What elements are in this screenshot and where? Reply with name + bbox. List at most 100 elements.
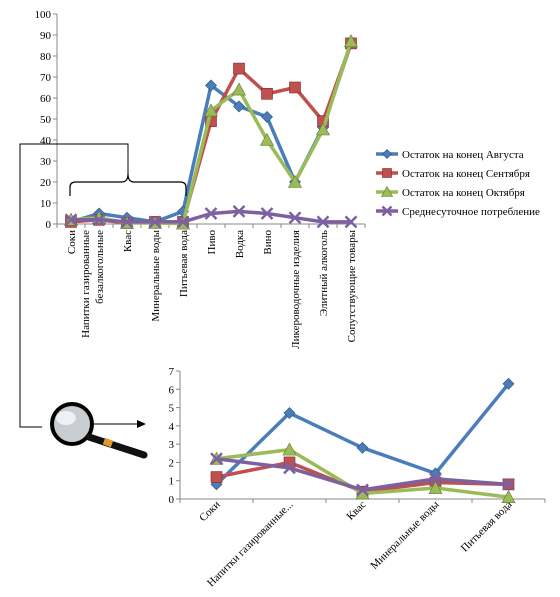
- c2-data-point-3: [210, 452, 223, 466]
- c1-data-point-3: [288, 211, 302, 225]
- c1-x-tick-label: Минеральные воды: [150, 229, 162, 321]
- c2-x-tick-label: Минеральные воды: [368, 498, 442, 572]
- c1-x-tick-label-line: Напитки газированные: [80, 230, 92, 338]
- c1-x-tick-group: Напитки газированные безалкогольныеНапит…: [80, 230, 106, 338]
- c2-y-tick-label: 1: [169, 476, 175, 488]
- c2-y-tick-label: 2: [169, 457, 175, 469]
- legend-label-3: Среднесуточное потребление: [402, 206, 540, 218]
- legend-marker-1: [382, 168, 392, 178]
- c2-x-tick-group: Напитки газированные...: [205, 498, 296, 589]
- c1-data-point-2: [259, 132, 275, 146]
- c1-data-point-3: [148, 215, 162, 229]
- c2-x-tick-label: Соки: [197, 499, 223, 525]
- zoom-chart-axes: [179, 371, 545, 500]
- c1-y-tick-label: 10: [40, 198, 52, 210]
- c1-data-point-3: [120, 215, 134, 229]
- c2-x-tick-label: Питьевая вода: [459, 499, 515, 555]
- c2-x-tick-group: Квас: [344, 499, 368, 523]
- zoom-chart-series: [209, 377, 516, 503]
- c1-data-point-2: [203, 103, 219, 117]
- c1-x-tick-label: Пиво: [206, 230, 218, 255]
- c1-series-line-1: [70, 42, 353, 225]
- c1-x-tick-group: Сопутствующие товары: [346, 229, 358, 342]
- c2-data-point-3: [356, 483, 369, 497]
- c2-data-point-0: [283, 407, 296, 419]
- c1-x-tick-group: Соки: [66, 230, 78, 254]
- c1-y-tick-label: 100: [35, 9, 52, 21]
- c2-x-tick-label: Квас: [344, 499, 368, 523]
- main-chart-series: [63, 34, 359, 230]
- c2-x-tick-label: Напитки газированные...: [205, 498, 296, 589]
- c2-data-point-2: [501, 490, 516, 503]
- c1-y-tick-label: 0: [46, 219, 52, 231]
- c1-x-tick-label: Соки: [66, 230, 78, 254]
- callout-arrow-icon: [19, 143, 146, 428]
- legend-label-0: Остаток на конец Августа: [402, 149, 524, 161]
- c1-y-tick-label: 40: [40, 135, 52, 147]
- c1-x-tick-group: Элитный алкоголь: [318, 230, 330, 316]
- c1-data-point-1: [261, 88, 273, 100]
- c1-x-tick-group: Пиво: [206, 230, 218, 255]
- c1-data-point-2: [287, 174, 303, 188]
- c1-data-point-1: [233, 62, 245, 75]
- c1-y-tick-label: 80: [40, 51, 52, 63]
- c1-x-tick-label: Водка: [234, 230, 246, 258]
- main-chart-y-ticks: 0 10 20 30 40 50 60 70 80 90 100: [35, 9, 57, 231]
- c1-y-tick-label: 50: [40, 114, 52, 126]
- c1-x-tick-label: Сопутствующие товары: [346, 229, 358, 342]
- c1-x-tick-group: Ликероводочные изделия: [290, 230, 302, 349]
- c2-data-point-3: [283, 461, 296, 475]
- c1-x-tick-label: Ликероводочные изделия: [290, 230, 302, 349]
- c1-x-tick-label: Вино: [262, 230, 274, 255]
- c1-data-point-3: [176, 215, 190, 229]
- c1-x-tick-label: Питьевая вода: [178, 230, 190, 297]
- c2-y-tick-label: 4: [169, 421, 175, 433]
- c1-data-point-1: [289, 81, 301, 94]
- c1-x-tick-group: Минеральные воды: [150, 229, 162, 321]
- c1-data-point-3: [316, 215, 330, 229]
- c1-data-point-3: [204, 207, 218, 220]
- c2-series-line-3: [216, 457, 509, 492]
- c1-x-tick-group: Водка: [234, 230, 246, 258]
- c1-y-tick-label: 90: [40, 30, 52, 42]
- legend-marker-3: [381, 205, 393, 217]
- c1-data-point-2: [343, 34, 359, 48]
- c1-x-tick-group: Квас: [122, 230, 134, 252]
- c1-data-point-2: [231, 82, 247, 96]
- c1-x-tick-group: Питьевая вода: [178, 230, 190, 297]
- c2-y-tick-label: 6: [169, 384, 175, 396]
- zoom-chart-y-ticks: 0 1 2 3 4 5 6 7: [169, 366, 180, 506]
- legend-label-1: Остаток на конец Сентября: [402, 168, 530, 180]
- c2-data-point-3: [502, 477, 515, 491]
- c1-data-point-0: [261, 110, 273, 123]
- c1-data-point-3: [344, 215, 358, 229]
- legend-marker-2: [380, 185, 394, 197]
- c2-y-tick-label: 5: [169, 403, 175, 415]
- c1-y-tick-label: 30: [40, 156, 52, 168]
- c2-data-point-3: [429, 472, 442, 486]
- c2-data-point-2: [428, 480, 443, 494]
- legend-label-2: Остаток на конец Октября: [402, 187, 525, 199]
- c2-y-tick-label: 7: [169, 366, 175, 378]
- c1-x-tick-label: Квас: [122, 230, 134, 252]
- c1-series-line-2: [70, 40, 353, 226]
- c2-data-point-1: [210, 471, 223, 483]
- c1-data-point-0: [233, 100, 245, 113]
- c1-data-point-3: [64, 213, 78, 227]
- c1-x-tick-label: Элитный алкоголь: [318, 230, 330, 316]
- c1-data-point-3: [260, 207, 274, 220]
- c1-x-tick-label-line: безалкогольные: [94, 230, 106, 304]
- c1-series-line-0: [70, 42, 353, 224]
- c1-x-tick-group: Вино: [262, 230, 274, 255]
- c1-y-tick-label: 70: [40, 72, 52, 84]
- c1-data-point-0: [205, 79, 217, 92]
- c1-data-point-3: [92, 213, 106, 227]
- c2-x-tick-group: Питьевая вода: [459, 499, 515, 555]
- c2-x-tick-group: Соки: [197, 499, 223, 525]
- c1-data-point-2: [315, 122, 331, 136]
